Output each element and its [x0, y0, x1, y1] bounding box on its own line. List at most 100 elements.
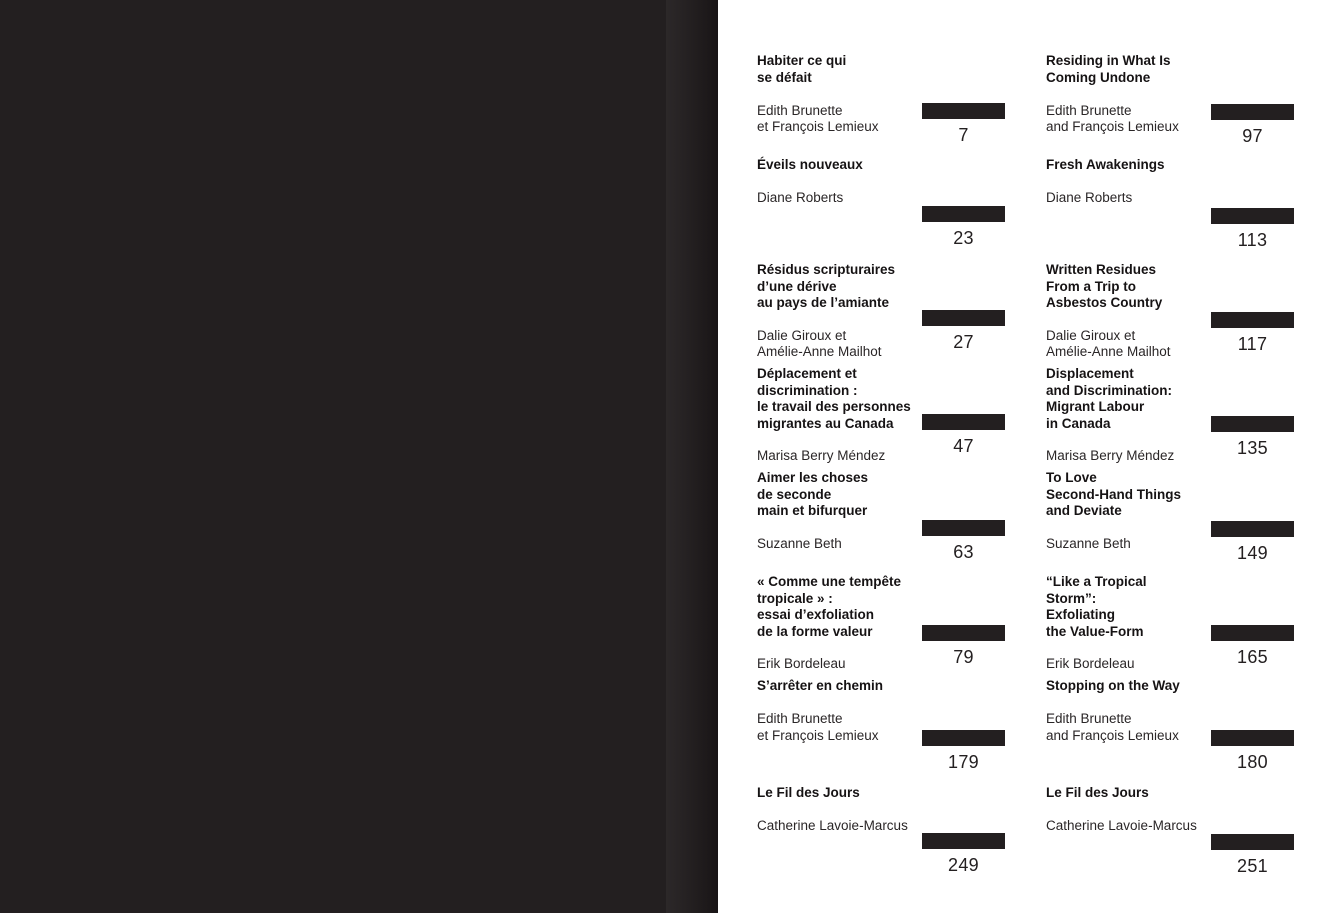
- page-marker-fr: 179: [922, 730, 1005, 772]
- page-number: 79: [953, 647, 974, 667]
- entry-title: Displacement and Discrimination: Migrant…: [1046, 366, 1173, 431]
- entry-title: Habiter ce qui se défait: [757, 53, 847, 85]
- page-marker-en: 97: [1211, 104, 1294, 146]
- toc-entry-en: “Like a Tropical Storm”: Exfoliating the…: [1046, 558, 1238, 689]
- entry-title: S’arrêter en chemin: [757, 678, 884, 694]
- page-bar: [1211, 416, 1294, 432]
- entry-title: Fresh Awakenings: [1046, 157, 1165, 173]
- table-of-contents-page: [718, 0, 1333, 913]
- book-gutter-shadow: [666, 0, 718, 913]
- page-marker-fr: 47: [922, 414, 1005, 456]
- page-bar: [1211, 625, 1294, 641]
- entry-title: « Comme une tempête tropicale » : essai …: [757, 574, 902, 639]
- toc-entry-en: To Love Second-Hand Things and Deviate S…: [1046, 454, 1238, 569]
- page-bar: [1211, 730, 1294, 746]
- entry-title: Written Residues From a Trip to Asbestos…: [1046, 262, 1163, 311]
- toc-entry-fr: Éveils nouveaux Diane Roberts: [757, 141, 949, 223]
- page-marker-fr: 79: [922, 625, 1005, 667]
- page-bar: [1211, 834, 1294, 850]
- page-marker-fr: 63: [922, 520, 1005, 562]
- page-bar: [922, 103, 1005, 119]
- toc-entry-fr: Habiter ce qui se défait Edith Brunette …: [757, 37, 949, 152]
- page-marker-fr: 7: [922, 103, 1005, 145]
- entry-title: Le Fil des Jours: [1046, 785, 1149, 801]
- entry-authors: Dalie Giroux et Amélie-Anne Mailhot: [757, 328, 882, 360]
- toc-entry-en: Written Residues From a Trip to Asbestos…: [1046, 246, 1238, 377]
- page-marker-en: 180: [1211, 730, 1294, 772]
- page-bar: [922, 414, 1005, 430]
- toc-entry-fr: Aimer les choses de seconde main et bifu…: [757, 454, 949, 569]
- entry-authors: Catherine Lavoie-Marcus: [1046, 818, 1197, 834]
- page-number: 179: [948, 752, 979, 772]
- page-number: 7: [958, 125, 969, 145]
- toc-entry-fr: « Comme une tempête tropicale » : essai …: [757, 558, 949, 689]
- entry-authors: Catherine Lavoie-Marcus: [757, 818, 908, 834]
- entry-authors: Erik Bordeleau: [1046, 656, 1135, 672]
- page-bar: [922, 310, 1005, 326]
- page-marker-en: 251: [1211, 834, 1294, 876]
- page-bar: [1211, 521, 1294, 537]
- page-bar: [922, 206, 1005, 222]
- page-number: 180: [1237, 752, 1268, 772]
- page-number: 249: [948, 855, 979, 875]
- entry-title: Residing in What Is Coming Undone: [1046, 53, 1171, 85]
- entry-title: Résidus scripturaires d’une dérive au pa…: [757, 262, 896, 311]
- page-bar: [1211, 104, 1294, 120]
- page-marker-en: 117: [1211, 312, 1294, 354]
- page-bar: [1211, 312, 1294, 328]
- entry-authors: Diane Roberts: [1046, 190, 1133, 206]
- left-black-page: [0, 0, 666, 913]
- entry-authors: Edith Brunette et François Lemieux: [757, 102, 879, 135]
- page-bar: [922, 833, 1005, 849]
- toc-entry-fr: Le Fil des Jours Catherine Lavoie-Marcus: [757, 769, 949, 851]
- page-number: 23: [953, 228, 974, 248]
- toc-entry-en: Stopping on the Way Edith Brunette and F…: [1046, 662, 1238, 760]
- entry-authors: Dalie Giroux et Amélie-Anne Mailhot: [1046, 328, 1171, 360]
- entry-title: Aimer les choses de seconde main et bifu…: [757, 470, 869, 519]
- page-number: 117: [1237, 334, 1268, 354]
- page-marker-fr: 23: [922, 206, 1005, 248]
- page-marker-en: 113: [1211, 208, 1294, 250]
- entry-authors: Suzanne Beth: [1046, 536, 1131, 552]
- page-number: 113: [1237, 230, 1268, 250]
- page-bar: [922, 520, 1005, 536]
- toc-entry-en: Displacement and Discrimination: Migrant…: [1046, 350, 1238, 481]
- entry-authors: Marisa Berry Méndez: [757, 448, 886, 464]
- page-marker-fr: 249: [922, 833, 1005, 875]
- page-bar: [1211, 208, 1294, 224]
- page-marker-fr: 27: [922, 310, 1005, 352]
- page-bar: [922, 730, 1005, 746]
- toc-entry-fr: Déplacement et discrimination : le trava…: [757, 350, 949, 481]
- entry-authors: Diane Roberts: [757, 190, 844, 206]
- page-marker-en: 149: [1211, 521, 1294, 563]
- entry-authors: Suzanne Beth: [757, 536, 842, 552]
- page-number: 149: [1237, 543, 1268, 563]
- page-marker-en: 135: [1211, 416, 1294, 458]
- toc-entry-fr: Résidus scripturaires d’une dérive au pa…: [757, 246, 949, 377]
- page-number: 47: [953, 436, 974, 456]
- page-number: 135: [1237, 438, 1268, 458]
- entry-title: “Like a Tropical Storm”: Exfoliating the…: [1046, 574, 1147, 639]
- toc-entry-en: Fresh Awakenings Diane Roberts: [1046, 141, 1238, 223]
- page-bar: [922, 625, 1005, 641]
- entry-authors: Edith Brunette and François Lemieux: [1046, 102, 1179, 135]
- entry-authors: Marisa Berry Méndez: [1046, 448, 1175, 464]
- toc-entry-fr: S’arrêter en chemin Edith Brunette et Fr…: [757, 662, 949, 760]
- page-marker-en: 165: [1211, 625, 1294, 667]
- page-number: 165: [1237, 647, 1268, 667]
- page-number: 63: [953, 542, 974, 562]
- entry-title: Éveils nouveaux: [757, 157, 863, 173]
- entry-title: Stopping on the Way: [1046, 678, 1180, 694]
- entry-authors: Edith Brunette et François Lemieux: [757, 711, 879, 743]
- entry-authors: Edith Brunette and François Lemieux: [1046, 711, 1179, 743]
- toc-entry-en: Residing in What Is Coming Undone Edith …: [1046, 37, 1238, 152]
- entry-title: To Love Second-Hand Things and Deviate: [1046, 470, 1181, 519]
- entry-title: Le Fil des Jours: [757, 785, 860, 801]
- toc-entry-en: Le Fil des Jours Catherine Lavoie-Marcus: [1046, 769, 1238, 851]
- page-number: 251: [1237, 856, 1268, 876]
- entry-authors: Erik Bordeleau: [757, 656, 846, 672]
- page-number: 97: [1242, 126, 1263, 146]
- page-number: 27: [953, 332, 974, 352]
- entry-title: Déplacement et discrimination : le trava…: [757, 366, 911, 431]
